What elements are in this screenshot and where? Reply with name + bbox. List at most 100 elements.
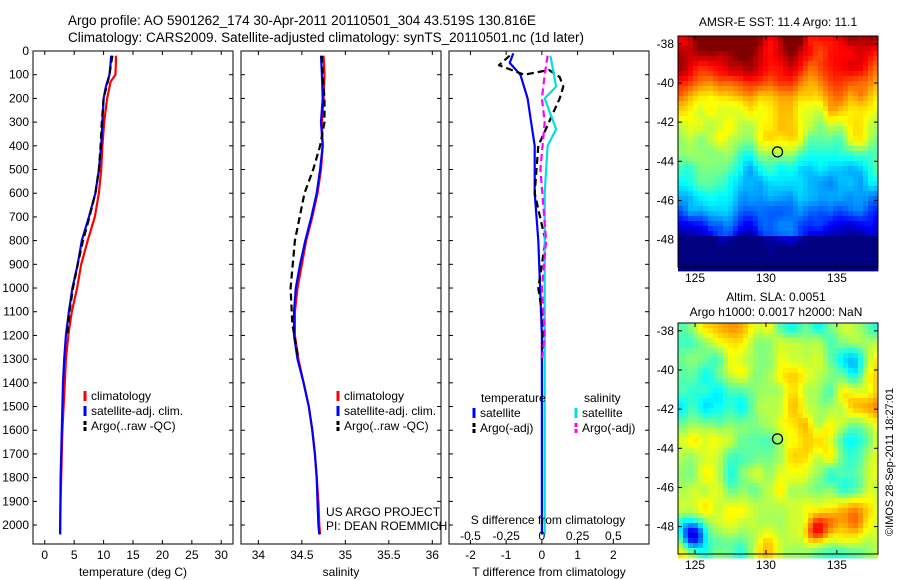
x-tick-label: 35.5: [377, 548, 401, 562]
x-tick-label: 35: [339, 548, 353, 562]
legend-label: Argo(..raw -QC): [91, 419, 176, 433]
x-tick-label: 5: [71, 548, 78, 562]
credit-line-2: PI: DEAN ROEMMICH: [326, 519, 447, 533]
top-tick-label: 0.5: [605, 529, 622, 543]
watermark: ©IMOS 28-Sep-2011 18:27:01: [884, 388, 896, 536]
x-tick-label: 25: [185, 548, 199, 562]
x-axis-label: T difference from climatology: [472, 565, 626, 579]
top-axis-label: S difference from climatology: [471, 513, 626, 527]
y-tick-label: -44: [657, 154, 675, 168]
x-tick-label: 2: [610, 548, 617, 562]
temperature_profile-panel: 0100200300400500600700800900100011001200…: [2, 44, 234, 579]
y-tick-label: -46: [657, 193, 675, 207]
sla_map: -38 -40 -42 -44 -46 -48 125 130 135: [657, 322, 879, 572]
map-frame: [677, 322, 879, 555]
top-tick-label: 0: [539, 529, 546, 543]
top-tick-label: -0.25: [492, 529, 520, 543]
series-argo-adj-: [539, 55, 549, 360]
y-tick-label: 1000: [2, 281, 29, 295]
legend-label: climatology: [91, 389, 151, 403]
y-tick-label: 1700: [2, 447, 29, 461]
x-tick-label: 20: [156, 548, 170, 562]
x-tick-label: 1: [574, 548, 581, 562]
y-tick-label: -42: [657, 402, 675, 416]
credit-line-1: US ARGO PROJECT: [326, 505, 441, 519]
y-tick-label: 100: [9, 68, 29, 82]
y-tick-label: 300: [9, 115, 29, 129]
x-tick-label: -1: [501, 548, 512, 562]
difference-legend: temperature salinitysatelliteArgo(-adj)sa…: [472, 391, 635, 435]
y-tick-label: -44: [657, 441, 675, 455]
legend-label: satellite-adj. clim.: [344, 404, 436, 418]
y-tick-label: 1100: [3, 305, 29, 319]
x-tick-label: 125: [685, 558, 705, 572]
sla-map-title: Altim. SLA: 0.0051: [726, 290, 826, 304]
x-tick-label: 34: [252, 548, 266, 562]
y-tick-label: 1800: [2, 471, 29, 485]
y-tick-label: 1400: [2, 376, 29, 390]
y-tick-label: -40: [657, 363, 675, 377]
y-tick-label: 1500: [2, 400, 29, 414]
y-tick-label: 2000: [2, 518, 29, 532]
legend-title: temperature: [481, 391, 546, 405]
y-tick-label: 1300: [2, 352, 29, 366]
legend-label: satellite-adj. clim.: [91, 404, 183, 418]
x-tick-label: 34.5: [290, 548, 314, 562]
y-tick-label: 0: [22, 44, 29, 58]
figure-title-line2: Climatology: CARS2009. Satellite-adjuste…: [68, 30, 585, 45]
x-tick-label: 130: [756, 558, 776, 572]
top-tick-label: 0.25: [566, 529, 590, 543]
plot-frame: [240, 50, 442, 545]
y-tick-label: 500: [9, 163, 29, 177]
y-tick-label: 400: [9, 139, 29, 153]
sst_map: -38 -40 -42 -44 -46 -48 125 130 135: [657, 35, 879, 285]
y-tick-label: -46: [657, 480, 675, 494]
sst_map-field: [678, 36, 879, 272]
x-tick-label: 30: [215, 548, 229, 562]
x-tick-label: 0: [539, 548, 546, 562]
legend-label: Argo(..raw -QC): [344, 419, 429, 433]
legend-label: climatology: [344, 389, 404, 403]
figure-title-line1: Argo profile: AO 5901262_174 30-Apr-2011…: [68, 13, 536, 28]
top-tick-label: -0.5: [460, 529, 481, 543]
y-tick-label: 800: [9, 234, 29, 248]
legend-label: satellite: [582, 406, 623, 420]
x-tick-label: -2: [465, 548, 476, 562]
sla-map-subtitle: Argo h1000: 0.0017 h2000: NaN: [690, 305, 863, 319]
series-satellite: [543, 55, 558, 535]
series-argo-adj-: [497, 54, 565, 360]
y-tick-label: 600: [9, 186, 29, 200]
y-tick-label: 1600: [2, 423, 29, 437]
series-argo-raw-qc-: [66, 55, 114, 336]
map-frame: [677, 35, 879, 268]
y-tick-label: -48: [657, 233, 675, 247]
y-tick-label: -38: [657, 324, 675, 338]
y-tick-label: -40: [657, 76, 675, 90]
x-tick-label: 0: [41, 548, 48, 562]
x-tick-label: 135: [827, 558, 847, 572]
y-tick-label: -48: [657, 520, 675, 534]
sla_map-field: [678, 323, 879, 559]
legend-label: Argo(-adj): [582, 421, 635, 435]
x-tick-label: 15: [126, 548, 140, 562]
y-tick-label: 1200: [2, 328, 29, 342]
x-axis-label: salinity: [323, 565, 360, 579]
difference_profile-panel: -2 -1 0 1 2 T difference from climatology: [448, 50, 650, 579]
sst-map-title: AMSR-E SST: 11.4 Argo: 11.1: [699, 15, 858, 29]
y-tick-label: -38: [657, 37, 675, 51]
salinity_profile-panel: 34 34.5 35 35.5 36 salinity: [240, 50, 442, 579]
argo-position-marker: [771, 146, 784, 158]
argo-position-marker: [771, 433, 784, 445]
y-tick-label: 1900: [2, 494, 29, 508]
y-tick-label: 200: [9, 91, 29, 105]
legend-title: salinity: [584, 391, 621, 405]
series-argo-raw-qc-: [289, 55, 326, 360]
x-axis-label: temperature (deg C): [79, 565, 187, 579]
x-tick-label: 36: [426, 548, 440, 562]
y-tick-label: 700: [9, 210, 29, 224]
plot-frame: [32, 50, 234, 545]
y-tick-label: 900: [9, 257, 29, 271]
legend-label: Argo(-adj): [480, 421, 533, 435]
